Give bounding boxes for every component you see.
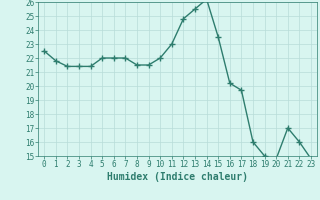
X-axis label: Humidex (Indice chaleur): Humidex (Indice chaleur)	[107, 172, 248, 182]
